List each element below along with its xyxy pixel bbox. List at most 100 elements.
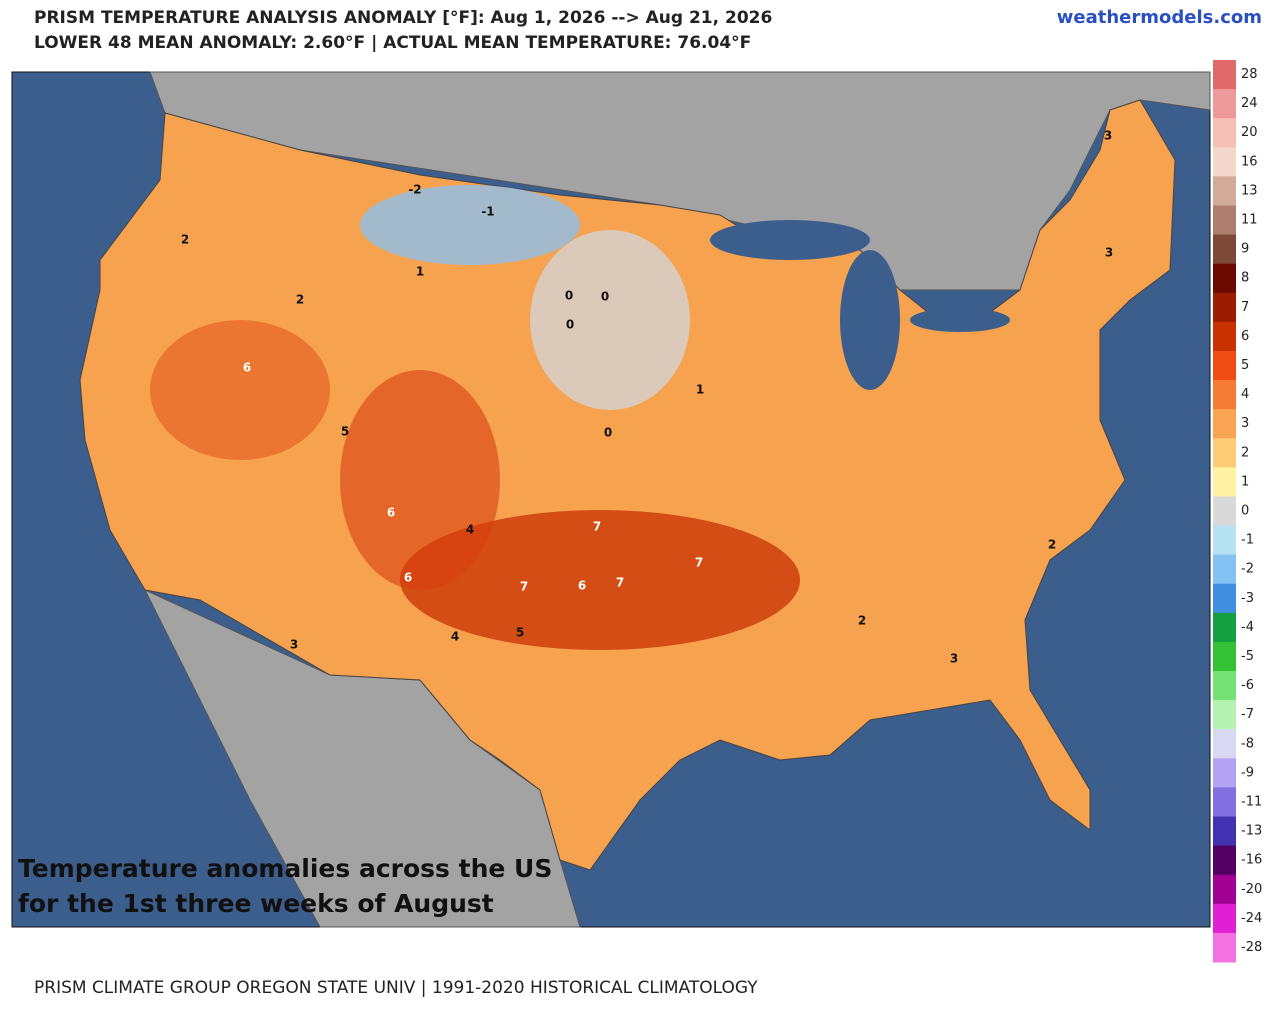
- map-label: 3: [290, 638, 298, 652]
- colorbar-label: -4: [1241, 620, 1254, 635]
- colorbar-label: -13: [1241, 824, 1262, 839]
- footer: PRISM CLIMATE GROUP OREGON STATE UNIV | …: [34, 978, 758, 998]
- colorbar-label: 11: [1241, 213, 1258, 228]
- colorbar-swatch: [1213, 292, 1236, 323]
- colorbar-label: 2: [1241, 445, 1249, 460]
- map-label: 0: [601, 290, 609, 304]
- colorbar-label: 28: [1241, 67, 1258, 82]
- colorbar-swatch: [1213, 612, 1236, 643]
- subtitle: LOWER 48 MEAN ANOMALY: 2.60°F | ACTUAL M…: [34, 33, 751, 53]
- map-label: 2: [181, 233, 189, 247]
- map-label: 6: [243, 361, 251, 375]
- colorbar-swatch: [1213, 787, 1236, 818]
- map-label: 4: [451, 630, 459, 644]
- colorbar-swatch: [1213, 641, 1236, 672]
- map-label: 3: [1104, 129, 1112, 143]
- colorbar-label: -6: [1241, 678, 1254, 693]
- map-label: 1: [696, 383, 704, 397]
- cool-area: [360, 185, 580, 265]
- lake: [710, 220, 870, 260]
- colorbar-swatch: [1213, 845, 1236, 876]
- colorbar-label: -24: [1241, 911, 1262, 926]
- map-label: 3: [1105, 246, 1113, 260]
- map-label: 3: [950, 652, 958, 666]
- colorbar-label: 13: [1241, 183, 1258, 198]
- map-label: 6: [578, 579, 586, 593]
- colorbar-label: 24: [1241, 96, 1258, 111]
- colorbar-label: 0: [1241, 504, 1249, 519]
- map-label: 7: [616, 576, 624, 590]
- hot-area: [400, 510, 800, 650]
- map-label: 2: [1048, 538, 1056, 552]
- lake: [840, 250, 900, 390]
- colorbar-swatch: [1213, 350, 1236, 381]
- caption-line: Temperature anomalies across the US: [18, 854, 552, 883]
- map-label: 6: [404, 571, 412, 585]
- colorbar-swatch: [1213, 583, 1236, 614]
- colorbar-swatch: [1213, 60, 1236, 90]
- colorbar-swatch: [1213, 874, 1236, 905]
- map-label: 7: [593, 520, 601, 534]
- hot-area: [150, 320, 330, 460]
- colorbar-label: 8: [1241, 271, 1249, 286]
- colorbar-swatch: [1213, 438, 1236, 468]
- map-label: -2: [408, 183, 421, 197]
- colorbar-label: 5: [1241, 358, 1249, 373]
- colorbar-swatch: [1213, 903, 1236, 934]
- map-label: 5: [516, 626, 524, 640]
- colorbar-swatch: [1213, 263, 1236, 294]
- colorbar-swatch: [1213, 205, 1236, 236]
- colorbar-swatch: [1213, 380, 1236, 410]
- colorbar-label: -28: [1241, 940, 1262, 955]
- colorbar-label: 7: [1241, 300, 1249, 315]
- map-label: 2: [858, 614, 866, 628]
- map-label: 6: [387, 506, 395, 520]
- caption-line: for the 1st three weeks of August: [18, 889, 494, 918]
- colorbar-label: -5: [1241, 649, 1254, 664]
- colorbar-swatch: [1213, 700, 1236, 730]
- colorbar-label: -9: [1241, 765, 1254, 780]
- colorbar-label: -1: [1241, 533, 1254, 548]
- colorbar-swatch: [1213, 409, 1236, 439]
- colorbar-label: 1: [1241, 474, 1249, 489]
- neutral-area: [530, 230, 690, 410]
- hot-area: [340, 370, 500, 590]
- colorbar-label: -7: [1241, 707, 1254, 722]
- colorbar-swatch: [1213, 496, 1236, 527]
- colorbar-label: -16: [1241, 853, 1262, 868]
- colorbar-label: -20: [1241, 882, 1262, 897]
- map-label: 0: [565, 289, 573, 303]
- site-name: weathermodels.com: [1057, 7, 1262, 28]
- map-label: 7: [520, 580, 528, 594]
- map-label: 2: [296, 293, 304, 307]
- map-label: 7: [695, 556, 703, 570]
- map: 6 6 7 6 7 6 7 7 -2 0 0 0 0 3 2 3 2 3 4 5 2 1 3 -1 5 4 2 1: [11, 71, 1211, 928]
- colorbar-swatch: [1213, 758, 1236, 788]
- colorbar-swatch: [1213, 176, 1236, 206]
- colorbar-label: 9: [1241, 242, 1249, 257]
- colorbar-label: -3: [1241, 591, 1254, 606]
- colorbar-label: 20: [1241, 125, 1258, 140]
- colorbar-swatch: [1213, 89, 1236, 119]
- colorbar-swatch: [1213, 467, 1236, 497]
- colorbar-swatch: [1213, 147, 1236, 177]
- map-label: 0: [604, 426, 612, 440]
- map-label: 5: [341, 425, 349, 439]
- colorbar-label: -8: [1241, 736, 1254, 751]
- colorbar-swatch: [1213, 729, 1236, 759]
- map-label: -1: [481, 205, 494, 219]
- colorbar-swatch: [1213, 671, 1236, 701]
- colorbar-label: 16: [1241, 154, 1258, 169]
- colorbar-swatch: [1213, 234, 1236, 265]
- united-states: [79, 99, 1176, 871]
- colorbar-label: -11: [1241, 794, 1262, 809]
- colorbar-swatch: [1213, 932, 1236, 963]
- map-label: 0: [566, 318, 574, 332]
- colorbar-label: 3: [1241, 416, 1249, 431]
- colorbar-swatch: [1213, 816, 1236, 847]
- colorbar-swatch: [1213, 321, 1236, 352]
- colorbar-swatch: [1213, 554, 1236, 585]
- colorbar-label: -2: [1241, 562, 1254, 577]
- lake: [910, 308, 1010, 332]
